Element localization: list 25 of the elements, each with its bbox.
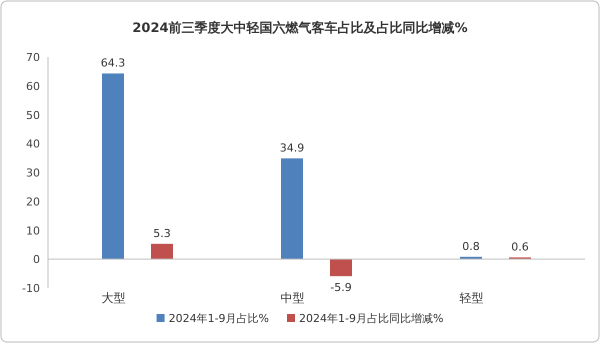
x-tick-label: 大型	[102, 291, 126, 305]
bar	[281, 158, 303, 260]
data-label: -5.9	[330, 281, 352, 294]
data-label: 5.3	[153, 226, 171, 240]
y-tick-label: 0	[33, 253, 40, 266]
data-label: 34.9	[280, 141, 304, 154]
bar	[330, 259, 352, 276]
legend-label: 2024年1-9月占比同比增减%	[299, 312, 444, 325]
y-tick-label: 20	[26, 195, 40, 208]
bar	[102, 73, 124, 260]
chart-title: 2024前三季度大中轻国六燃气客车占比及占比同比增减%	[132, 20, 468, 36]
y-tick-label: -10	[22, 282, 40, 295]
y-tick-label: 10	[26, 224, 40, 238]
x-tick-label: 轻型	[460, 291, 484, 305]
legend-label: 2024年1-9月占比%	[168, 312, 269, 325]
x-tick-label: 中型	[280, 291, 304, 305]
y-tick-label: 70	[26, 51, 40, 64]
bar	[151, 244, 173, 260]
y-tick-label: 30	[26, 166, 40, 180]
data-label: 0.8	[462, 240, 480, 253]
data-label: 0.6	[511, 240, 529, 254]
y-tick-label: 60	[26, 80, 40, 93]
y-tick-label: 40	[26, 138, 40, 151]
data-label: 64.3	[100, 56, 126, 70]
y-tick-label: 50	[26, 108, 40, 122]
